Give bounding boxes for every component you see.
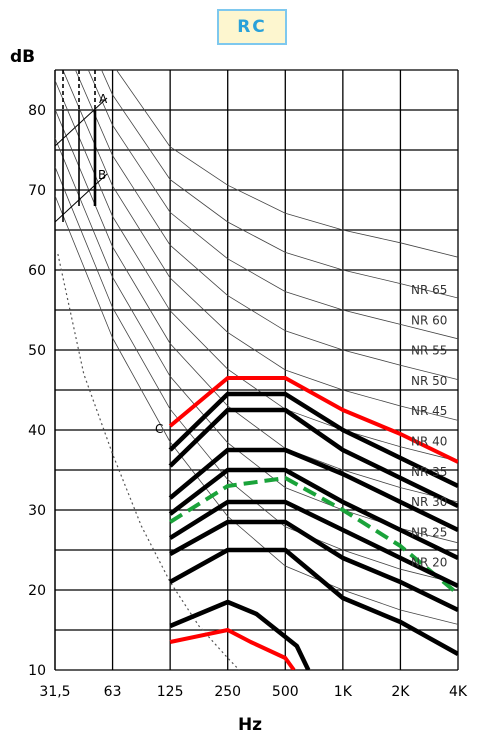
series-3 xyxy=(168,447,458,533)
threshold-curve xyxy=(57,253,240,670)
y-tick-label-2: 30 xyxy=(28,503,46,519)
y-tick-label-3: 40 xyxy=(28,423,46,439)
nr-label-1: NR 60 xyxy=(411,313,447,327)
y-tick-label-1: 20 xyxy=(28,583,46,599)
nr-label-6: NR 35 xyxy=(411,465,447,479)
nr-label-0: NR 65 xyxy=(411,283,447,297)
nr-label-2: NR 55 xyxy=(411,344,447,358)
x-tick-label-2: 125 xyxy=(157,684,184,700)
y-tick-label-0: 10 xyxy=(28,663,46,679)
labels: 10 20 30 40 50 60 70 80 31,5 63 125 250 500 1K 2K 4K dB H… xyxy=(10,47,468,735)
annotation-b: B xyxy=(98,168,106,182)
series-8 xyxy=(169,547,458,656)
series-6 xyxy=(168,499,458,589)
nr-curve-65 xyxy=(115,70,458,258)
series-1 xyxy=(168,391,458,489)
series-0 xyxy=(168,376,458,464)
x-tick-label-5: 1K xyxy=(334,684,353,700)
y-tick-label-4: 50 xyxy=(28,343,46,359)
x-tick-label-7: 4K xyxy=(449,684,468,700)
nr-label-8: NR 25 xyxy=(411,525,447,539)
nr-curve-50 xyxy=(75,70,458,380)
annotation-a: A xyxy=(99,92,108,106)
series-2 xyxy=(168,407,458,509)
x-tick-label-3: 250 xyxy=(214,684,241,700)
nr-label-7: NR 30 xyxy=(411,495,447,509)
x-tick-label-1: 63 xyxy=(104,684,122,700)
marker-diag-b xyxy=(54,173,108,223)
chart-title-box: RC xyxy=(217,9,287,45)
nr-curve-20 xyxy=(55,195,458,625)
series-10 xyxy=(169,628,296,670)
nr-label-5: NR 40 xyxy=(411,435,447,449)
nr-label-3: NR 50 xyxy=(411,374,447,388)
nr-label-9: NR 20 xyxy=(411,556,447,570)
nr-curve-35 xyxy=(55,109,458,503)
marker-diag-a xyxy=(54,97,108,147)
chart-title: RC xyxy=(237,17,267,37)
y-tick-label-7: 80 xyxy=(28,103,46,119)
series-9 xyxy=(169,599,311,670)
rc-series xyxy=(57,253,458,670)
y-tick-label-6: 70 xyxy=(28,183,46,199)
series-5 xyxy=(168,467,458,561)
nr-label-4: NR 45 xyxy=(411,404,447,418)
y-tick-label-5: 60 xyxy=(28,263,46,279)
x-tick-label-0: 31,5 xyxy=(39,684,70,700)
annotation-c: C xyxy=(155,422,163,436)
nr-curve-55 xyxy=(87,70,458,340)
upper-left-markers xyxy=(54,70,108,223)
series-7 xyxy=(169,519,458,613)
y-axis-label: dB xyxy=(10,47,35,67)
nr-curve-45 xyxy=(62,70,458,421)
series-4 xyxy=(169,476,458,596)
nr-curve-40 xyxy=(55,80,458,462)
x-tick-label-4: 500 xyxy=(272,684,299,700)
x-tick-label-6: 2K xyxy=(391,684,410,700)
nr-curves xyxy=(55,70,458,625)
nr-curve-60 xyxy=(101,70,458,299)
x-axis-label: Hz xyxy=(238,715,262,735)
